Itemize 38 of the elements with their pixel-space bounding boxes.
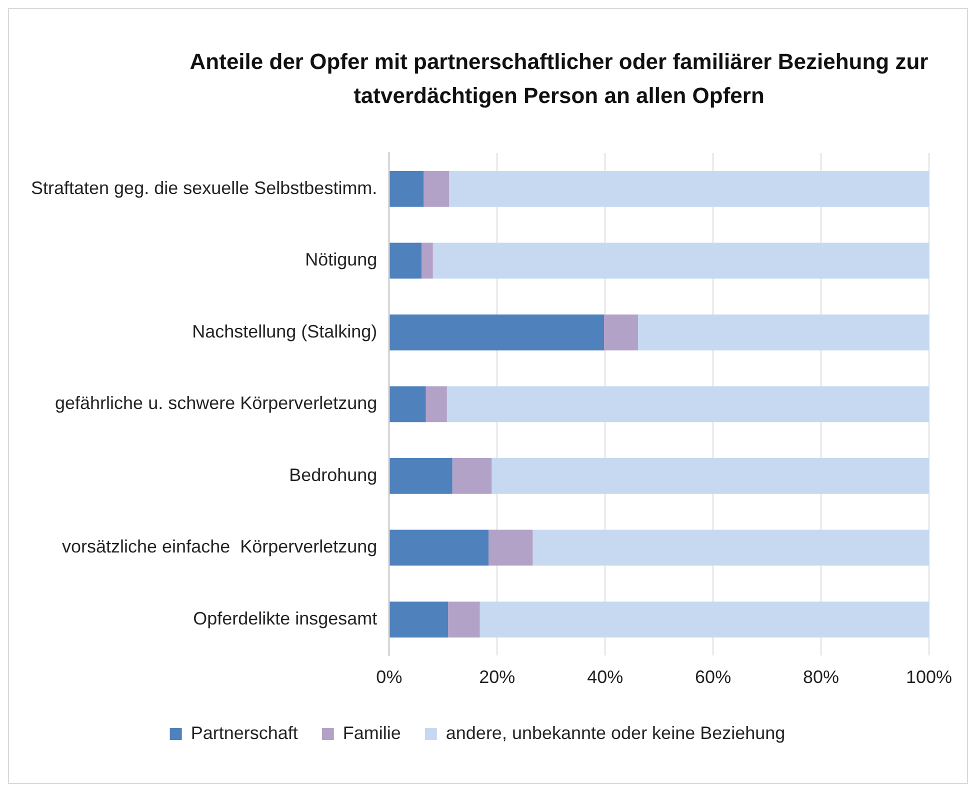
bar [390, 386, 426, 422]
y-tick-label: Straftaten geg. die sexuelle Selbstbestimm. [30, 178, 378, 198]
bar [480, 602, 929, 638]
bar [448, 602, 480, 638]
bar [422, 242, 433, 279]
y-tick-label: gefährliche u. schwere Körperverletzung [55, 393, 378, 414]
legend-label: andere, unbekannte oder keine Beziehung [446, 722, 786, 743]
y-tick-label: Nötigung [305, 250, 378, 270]
bar [432, 242, 929, 279]
legend-label: Partnerschaft [190, 722, 298, 743]
bar [638, 314, 929, 350]
bar [426, 386, 447, 422]
y-tick-label: Opferdelikte insgesamt [193, 608, 378, 628]
bar [390, 602, 448, 638]
x-tick-label: 100% [906, 667, 952, 688]
bar [424, 170, 450, 207]
bar [604, 314, 638, 350]
bar [390, 530, 489, 566]
x-tick-label: 60% [695, 667, 732, 688]
x-tick-label: 80% [803, 667, 840, 688]
bar [492, 458, 929, 494]
chart-title: Anteile der Opfer mit partnerschaftlicher oder familiärer Beziehung zur tatverdächtigen Person an allen Opfern [188, 48, 930, 110]
bar [390, 170, 424, 207]
bar [390, 458, 452, 494]
x-tick-label: 20% [479, 667, 516, 688]
bar [446, 386, 929, 422]
bar [390, 314, 604, 350]
x-tick-label: 40% [587, 667, 624, 688]
bar [449, 170, 929, 207]
bar [488, 530, 533, 566]
y-tick-label: vorsätzliche einfache Körperverletzung [62, 536, 378, 557]
legend-label: Familie [342, 722, 401, 743]
bar [390, 242, 422, 279]
bar [532, 530, 929, 566]
y-tick-label: Nachstellung (Stalking) [192, 321, 378, 342]
bar [452, 458, 492, 494]
x-tick-label: 0% [376, 667, 402, 688]
y-tick-label: Bedrohung [289, 464, 378, 485]
